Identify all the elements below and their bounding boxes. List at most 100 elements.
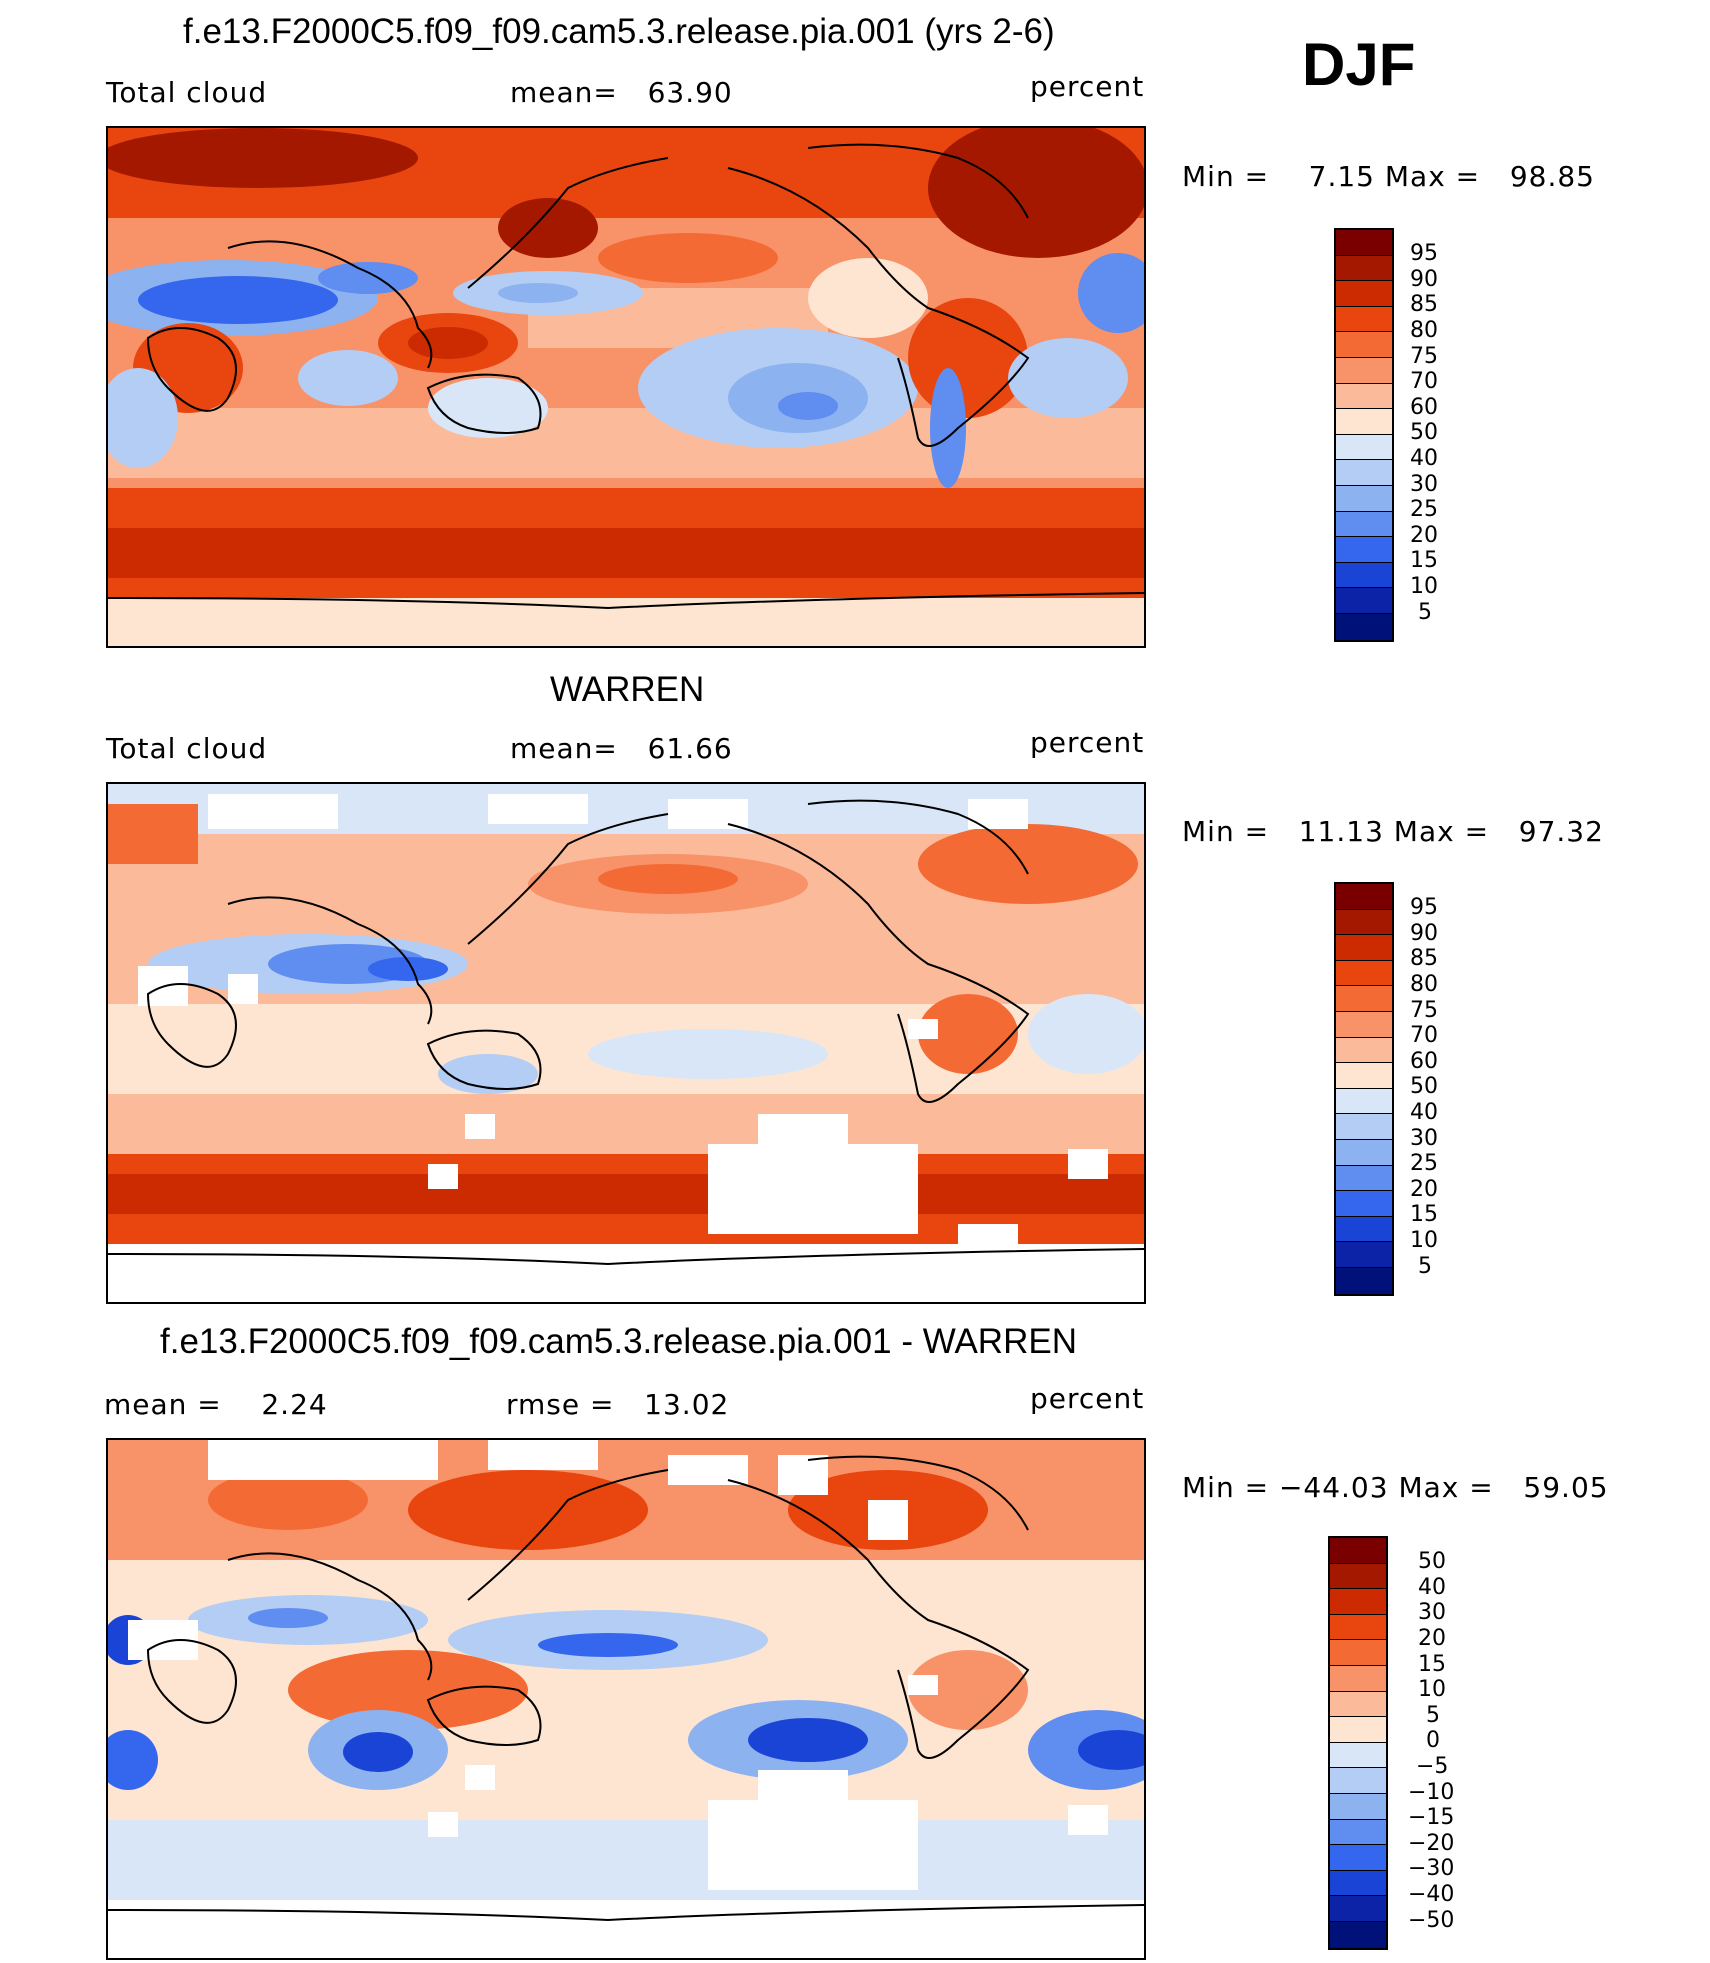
panel-1-coastlines	[108, 143, 1144, 610]
colorbar-tick: 25	[1410, 1151, 1438, 1176]
panel-2-colorbar-box	[1336, 1216, 1392, 1243]
colorbar-tick: 85	[1410, 946, 1438, 971]
panel-2-colorbar-box	[1336, 884, 1392, 910]
panel-2-colorbar-box	[1336, 1267, 1392, 1294]
colorbar-tick: 15	[1418, 1652, 1446, 1677]
colorbar-tick: 40	[1410, 1100, 1438, 1125]
panel-1-colorbar-box	[1336, 230, 1392, 256]
panel-2-title: WARREN	[550, 670, 705, 709]
panel-1-colorbar-box	[1336, 357, 1392, 384]
panel-3-units-label: percent	[1030, 1382, 1145, 1415]
colorbar-tick: −15	[1408, 1805, 1455, 1830]
panel-3-colorbar-box	[1330, 1538, 1386, 1564]
panel-3-colorbar-box	[1330, 1870, 1386, 1897]
colorbar-tick: 20	[1410, 523, 1438, 548]
colorbar-tick: 20	[1410, 1177, 1438, 1202]
panel-1-map	[106, 126, 1146, 648]
panel-3-colorbar-box	[1330, 1665, 1386, 1692]
colorbar-tick: 5	[1426, 1703, 1440, 1728]
colorbar-tick: 75	[1410, 998, 1438, 1023]
panel-3-colorbar-box	[1330, 1896, 1386, 1922]
colorbar-tick: 90	[1410, 267, 1438, 292]
season-label: DJF	[1302, 31, 1416, 98]
panel-2-colorbar-box	[1336, 1165, 1392, 1192]
colorbar-tick: 10	[1418, 1677, 1446, 1702]
colorbar-tick: 50	[1418, 1549, 1446, 1574]
colorbar-tick: −40	[1408, 1882, 1455, 1907]
colorbar-tick: 40	[1410, 446, 1438, 471]
panel-1-units-label: percent	[1030, 70, 1145, 103]
colorbar-tick: −50	[1408, 1908, 1455, 1933]
panel-1-variable-label: Total cloud	[106, 76, 268, 109]
panel-1-colorbar-box	[1336, 281, 1392, 307]
panel-2-colorbar	[1334, 882, 1394, 1296]
colorbar-tick: 80	[1410, 972, 1438, 997]
colorbar-tick: 95	[1410, 241, 1438, 266]
panel-2-colorbar-box	[1336, 986, 1392, 1012]
colorbar-tick: 70	[1410, 1023, 1438, 1048]
colorbar-tick: 80	[1410, 318, 1438, 343]
panel-1-colorbar-box	[1336, 409, 1392, 435]
panel-1-colorbar-box	[1336, 485, 1392, 512]
panel-3-field	[108, 1440, 1144, 1958]
panel-2-colorbar-box	[1336, 1114, 1392, 1140]
colorbar-tick: −10	[1408, 1780, 1455, 1805]
panel-1-field	[108, 128, 1144, 646]
panel-2-colorbar-box	[1336, 1242, 1392, 1268]
colorbar-tick: 85	[1410, 292, 1438, 317]
colorbar-tick: 30	[1418, 1600, 1446, 1625]
panel-2-colorbar-box	[1336, 1139, 1392, 1166]
panel-3-colorbar	[1328, 1536, 1388, 1950]
panel-3-colorbar-box	[1330, 1742, 1386, 1769]
panel-2-coastlines	[108, 799, 1144, 1266]
panel-3-coastlines	[108, 1455, 1144, 1922]
panel-2-mean-label: mean= 61.66	[510, 732, 733, 765]
panel-3-title: f.e13.F2000C5.f09_f09.cam5.3.release.pia…	[160, 1322, 1077, 1361]
panel-2-colorbar-box	[1336, 1037, 1392, 1064]
panel-1-colorbar-box	[1336, 332, 1392, 358]
colorbar-tick: 50	[1410, 1074, 1438, 1099]
panel-1-minmax: Min = 7.15 Max = 98.85	[1182, 160, 1595, 193]
panel-2-variable-label: Total cloud	[106, 732, 268, 765]
panel-2-field	[108, 784, 1144, 1302]
colorbar-tick: 95	[1410, 895, 1438, 920]
panel-2-colorbar-box	[1336, 1011, 1392, 1038]
panel-1-colorbar-box	[1336, 434, 1392, 461]
colorbar-tick: 15	[1410, 548, 1438, 573]
colorbar-tick: 70	[1410, 369, 1438, 394]
panel-1-colorbar-box	[1336, 613, 1392, 640]
panel-1-colorbar-box	[1336, 511, 1392, 538]
colorbar-tick: 60	[1410, 1049, 1438, 1074]
colorbar-tick: 40	[1418, 1575, 1446, 1600]
panel-3-map	[106, 1438, 1146, 1960]
panel-1-colorbar	[1334, 228, 1394, 642]
panel-1-colorbar-box	[1336, 537, 1392, 563]
panel-3-minmax: Min = −44.03 Max = 59.05	[1182, 1471, 1609, 1504]
panel-2-units-label: percent	[1030, 726, 1145, 759]
panel-3-colorbar-box	[1330, 1563, 1386, 1590]
panel-1-colorbar-box	[1336, 383, 1392, 410]
panel-2-colorbar-box	[1336, 1063, 1392, 1089]
panel-1-title: f.e13.F2000C5.f09_f09.cam5.3.release.pia…	[183, 12, 1055, 51]
colorbar-tick: 10	[1410, 1228, 1438, 1253]
panel-3-colorbar-box	[1330, 1717, 1386, 1743]
panel-1-colorbar-box	[1336, 460, 1392, 486]
colorbar-tick: −20	[1408, 1831, 1455, 1856]
panel-2-colorbar-box	[1336, 1088, 1392, 1115]
panel-1-colorbar-box	[1336, 306, 1392, 333]
panel-3-colorbar-box	[1330, 1793, 1386, 1820]
colorbar-tick: 50	[1410, 420, 1438, 445]
colorbar-tick: 5	[1418, 1254, 1432, 1279]
colorbar-tick: 10	[1410, 574, 1438, 599]
colorbar-tick: 30	[1410, 1126, 1438, 1151]
panel-3-rmse-label: rmse = 13.02	[506, 1388, 730, 1421]
colorbar-tick: −5	[1416, 1754, 1449, 1779]
panel-1-colorbar-box	[1336, 588, 1392, 614]
panel-2-colorbar-box	[1336, 909, 1392, 936]
colorbar-tick: 25	[1410, 497, 1438, 522]
colorbar-tick: −30	[1408, 1856, 1455, 1881]
panel-3-colorbar-box	[1330, 1819, 1386, 1846]
panel-3-colorbar-box	[1330, 1691, 1386, 1718]
panel-2-colorbar-box	[1336, 1191, 1392, 1217]
colorbar-tick: 30	[1410, 472, 1438, 497]
